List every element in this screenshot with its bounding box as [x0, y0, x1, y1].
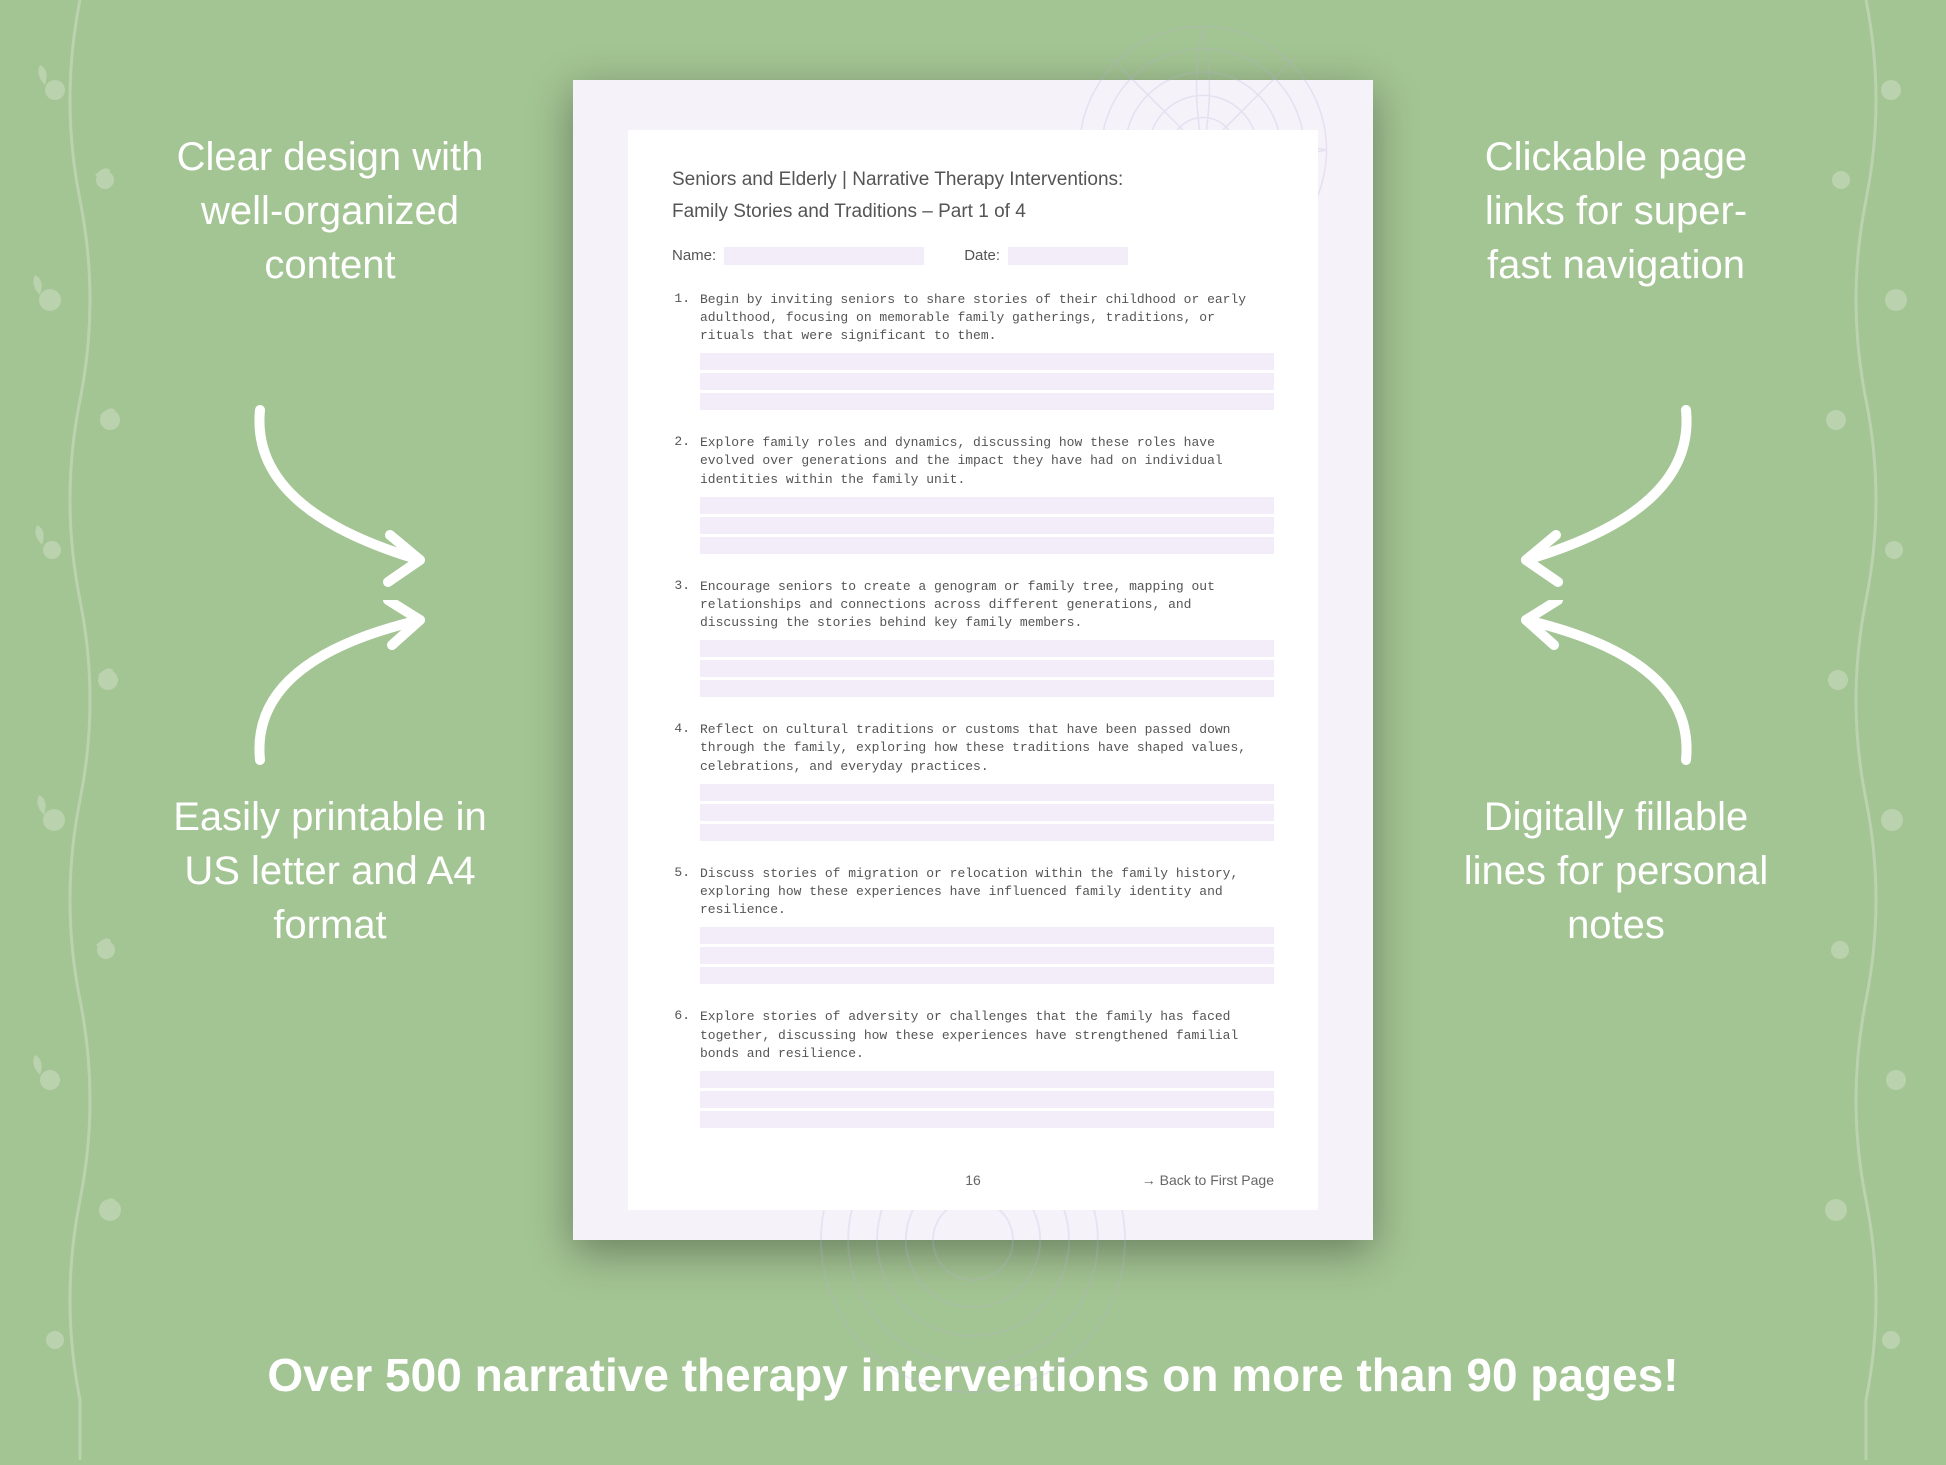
title-line-1: Seniors and Elderly | Narrative Therapy …	[672, 164, 1274, 196]
arrow-tl-icon	[220, 390, 460, 590]
fill-line[interactable]	[700, 927, 1274, 944]
item-number: 3.	[672, 578, 690, 698]
name-field: Name:	[672, 247, 924, 265]
item-body: Reflect on cultural traditions or custom…	[700, 721, 1274, 841]
fill-lines	[700, 1071, 1274, 1128]
item-text: Discuss stories of migration or relocati…	[700, 865, 1274, 920]
item-number: 6.	[672, 1008, 690, 1128]
item-number: 4.	[672, 721, 690, 841]
fill-lines	[700, 784, 1274, 841]
title-line-2: Family Stories and Traditions – Part 1 o…	[672, 196, 1274, 228]
page-footer: 16 → Back to First Page	[672, 1172, 1274, 1188]
arrow-tr-icon	[1486, 390, 1726, 590]
fill-line[interactable]	[700, 824, 1274, 841]
callout-top-right: Clickable page links for super-fast navi…	[1456, 130, 1776, 292]
fill-line[interactable]	[700, 353, 1274, 370]
worksheet-item: 3.Encourage seniors to create a genogram…	[672, 578, 1274, 698]
worksheet-item: 2.Explore family roles and dynamics, dis…	[672, 434, 1274, 554]
item-text: Reflect on cultural traditions or custom…	[700, 721, 1274, 776]
fill-lines	[700, 927, 1274, 984]
fill-line[interactable]	[700, 517, 1274, 534]
item-text: Encourage seniors to create a genogram o…	[700, 578, 1274, 633]
date-label: Date:	[964, 247, 1000, 264]
arrow-bl-icon	[220, 600, 460, 780]
fill-line[interactable]	[700, 537, 1274, 554]
fill-line[interactable]	[700, 784, 1274, 801]
vine-left-decoration	[10, 0, 150, 1460]
document-page: Seniors and Elderly | Narrative Therapy …	[573, 80, 1373, 1240]
item-body: Encourage seniors to create a genogram o…	[700, 578, 1274, 698]
callout-top-left: Clear design with well-organized content	[170, 130, 490, 292]
document-title: Seniors and Elderly | Narrative Therapy …	[672, 164, 1274, 229]
fill-line[interactable]	[700, 680, 1274, 697]
vine-right-decoration	[1796, 0, 1936, 1460]
item-text: Explore stories of adversity or challeng…	[700, 1008, 1274, 1063]
worksheet-item: 5.Discuss stories of migration or reloca…	[672, 865, 1274, 985]
page-number: 16	[965, 1172, 981, 1188]
item-body: Explore stories of adversity or challeng…	[700, 1008, 1274, 1128]
fill-line[interactable]	[700, 373, 1274, 390]
item-number: 1.	[672, 291, 690, 411]
item-text: Begin by inviting seniors to share stori…	[700, 291, 1274, 346]
page-inner: Seniors and Elderly | Narrative Therapy …	[628, 130, 1318, 1210]
fill-line[interactable]	[700, 660, 1274, 677]
name-input-line[interactable]	[724, 247, 924, 265]
fill-line[interactable]	[700, 967, 1274, 984]
callout-bottom-right: Digitally fillable lines for personal no…	[1456, 790, 1776, 952]
fill-line[interactable]	[700, 804, 1274, 821]
item-text: Explore family roles and dynamics, discu…	[700, 434, 1274, 489]
fill-lines	[700, 353, 1274, 410]
callout-bottom-left: Easily printable in US letter and A4 for…	[170, 790, 490, 952]
fill-line[interactable]	[700, 1071, 1274, 1088]
fill-line[interactable]	[700, 1111, 1274, 1128]
fill-line[interactable]	[700, 497, 1274, 514]
fill-line[interactable]	[700, 947, 1274, 964]
worksheet-item: 1.Begin by inviting seniors to share sto…	[672, 291, 1274, 411]
name-date-row: Name: Date:	[672, 247, 1274, 265]
fill-line[interactable]	[700, 1091, 1274, 1108]
item-number: 2.	[672, 434, 690, 554]
items-list: 1.Begin by inviting seniors to share sto…	[672, 291, 1274, 1128]
date-input-line[interactable]	[1008, 247, 1128, 265]
item-number: 5.	[672, 865, 690, 985]
item-body: Begin by inviting seniors to share stori…	[700, 291, 1274, 411]
fill-line[interactable]	[700, 640, 1274, 657]
fill-lines	[700, 640, 1274, 697]
arrow-br-icon	[1486, 600, 1726, 780]
date-field: Date:	[964, 247, 1128, 265]
name-label: Name:	[672, 247, 716, 264]
worksheet-item: 4.Reflect on cultural traditions or cust…	[672, 721, 1274, 841]
worksheet-item: 6.Explore stories of adversity or challe…	[672, 1008, 1274, 1128]
fill-line[interactable]	[700, 393, 1274, 410]
item-body: Explore family roles and dynamics, discu…	[700, 434, 1274, 554]
fill-lines	[700, 497, 1274, 554]
item-body: Discuss stories of migration or relocati…	[700, 865, 1274, 985]
back-to-first-link[interactable]: → Back to First Page	[1142, 1172, 1274, 1188]
